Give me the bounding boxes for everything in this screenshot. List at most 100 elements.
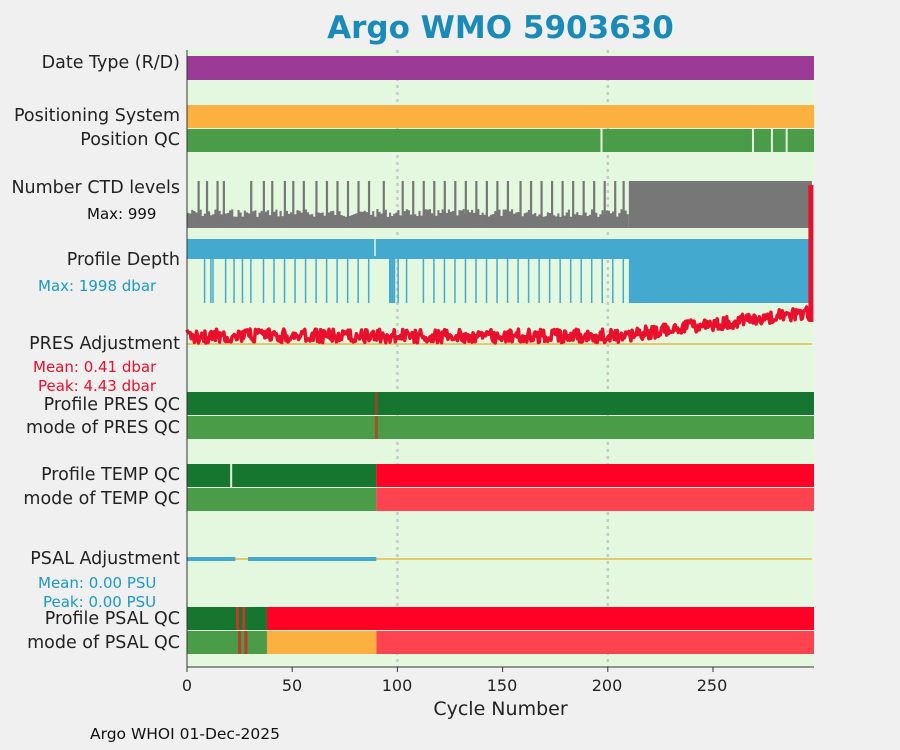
ctd-levels-area xyxy=(187,209,629,228)
profile-depth-bar xyxy=(283,257,286,303)
ctd-level-bar xyxy=(582,181,585,228)
profile-psal-qc-mark xyxy=(242,607,246,630)
pres-mean-label: Mean: 0.41 dbar xyxy=(33,358,157,376)
profile-depth-bar xyxy=(559,257,561,303)
ctd-level-bar xyxy=(464,181,467,228)
x-tick-label: 250 xyxy=(696,676,728,695)
ctd-level-bar xyxy=(454,181,457,228)
position-qc-mark xyxy=(785,129,788,152)
label-ctd-levels: Number CTD levels xyxy=(11,178,180,198)
label-profile-psal-qc: Profile PSAL QC xyxy=(44,609,180,629)
grid-lines xyxy=(396,50,610,667)
label-position-qc: Position QC xyxy=(80,130,180,150)
date-type-bar xyxy=(187,56,814,80)
profile-depth-bar xyxy=(262,257,265,303)
profile-depth-bar xyxy=(506,257,509,303)
footer-credit: Argo WHOI 01-Dec-2025 xyxy=(90,725,280,743)
ctd-level-bar xyxy=(336,181,339,228)
ctd-levels-plot xyxy=(187,181,812,228)
ctd-level-bar xyxy=(205,181,209,228)
profile-temp-qc-mark xyxy=(230,464,233,487)
mode-temp-qc-bar xyxy=(187,488,377,511)
profile-depth-bar xyxy=(212,257,214,303)
profile-temp-qc-bar xyxy=(376,464,814,487)
profile-pres-qc-bar xyxy=(187,392,814,415)
profile-depth-bar xyxy=(391,257,394,303)
ctd-level-bar xyxy=(325,181,329,228)
profile-depth-bar xyxy=(393,257,396,303)
ctd-level-bar xyxy=(572,181,575,228)
ctd-level-bar xyxy=(614,181,617,228)
mode-psal-qc-mark xyxy=(238,631,242,654)
ctd-level-bar xyxy=(550,181,554,228)
profile-depth-bar xyxy=(548,257,551,303)
profile-depth-bar xyxy=(336,257,338,303)
profile-depth-bar xyxy=(367,257,370,303)
mode-psal-qc-bar xyxy=(376,631,814,654)
profile-depth-bar xyxy=(233,257,235,303)
mode-temp-qc-bar xyxy=(376,488,814,511)
position-qc-mark xyxy=(751,129,754,152)
ctd-level-bar xyxy=(250,181,253,228)
profile-depth-bar xyxy=(315,257,317,303)
label-mode-pres-qc: mode of PRES QC xyxy=(25,418,180,438)
label-date-type: Date Type (R/D) xyxy=(41,53,180,73)
profile-psal-qc-mark xyxy=(235,607,239,630)
profile-depth-bar xyxy=(224,257,227,303)
profile-depth-bar xyxy=(346,257,349,303)
profile-depth-bar xyxy=(590,257,593,303)
profile-depth-bar xyxy=(388,257,392,303)
depth-max-label: Max: 1998 dbar xyxy=(38,277,157,295)
ctd-level-bar xyxy=(216,181,219,228)
psal-peak-label: Peak: 0.00 PSU xyxy=(43,593,157,611)
pres-adjustment-plot xyxy=(185,185,814,345)
ctd-level-bar xyxy=(271,181,274,228)
profile-depth-bar xyxy=(422,257,425,303)
profile-depth-bar xyxy=(454,257,456,303)
ctd-level-bar xyxy=(475,181,478,228)
chart-title: Argo WMO 5903630 xyxy=(327,10,674,46)
ctd-level-bar xyxy=(561,181,564,228)
profile-depth-bar xyxy=(443,257,446,303)
profile-depth-bar xyxy=(475,257,477,303)
profile-depth-bar xyxy=(203,257,206,303)
label-profile-depth: Profile Depth xyxy=(66,250,180,270)
ctd-level-bar xyxy=(496,181,499,228)
ctd-level-bar xyxy=(506,181,510,228)
ctd-max-label: Max: 999 xyxy=(87,205,157,223)
ctd-level-bar xyxy=(401,181,404,228)
ctd-level-bar xyxy=(262,181,265,228)
profile-depth-bar xyxy=(622,257,625,303)
ctd-level-bar xyxy=(283,181,286,228)
profile-depth-bar xyxy=(527,257,530,303)
ctd-level-bar xyxy=(346,181,350,228)
ctd-level-bar xyxy=(197,181,200,228)
mode-pres-qc-bar xyxy=(187,416,814,439)
profile-depth-bar xyxy=(210,257,212,303)
position-qc-bar xyxy=(187,129,814,152)
profile-depth-bar xyxy=(325,257,328,303)
profile-depth-bar xyxy=(433,257,435,303)
ctd-level-bar xyxy=(302,181,305,228)
mode-psal-qc-bar xyxy=(266,631,377,654)
ctd-level-bar xyxy=(222,181,225,228)
label-psal-adjustment: PSAL Adjustment xyxy=(30,549,180,569)
profile-psal-qc-bar xyxy=(187,607,267,630)
mode-pres-qc-mark xyxy=(374,416,378,439)
profile-depth-bar xyxy=(294,257,296,303)
profile-depth-bar xyxy=(580,257,582,303)
ctd-level-bar xyxy=(529,181,533,228)
position-qc-mark xyxy=(600,129,603,152)
profile-depth-bar xyxy=(250,257,252,303)
status-bars xyxy=(187,56,815,654)
profile-depth-bar xyxy=(397,257,399,303)
ctd-level-bar xyxy=(422,181,425,228)
ctd-level-bar xyxy=(292,181,295,228)
label-profile-pres-qc: Profile PRES QC xyxy=(43,395,180,415)
ctd-level-bar xyxy=(485,181,488,228)
profile-temp-qc-bar xyxy=(187,464,377,487)
ctd-level-bar xyxy=(519,181,522,228)
x-tick-label: 0 xyxy=(181,676,193,695)
profile-depth-bar xyxy=(601,257,603,303)
label-pres-adjustment: PRES Adjustment xyxy=(29,334,180,354)
